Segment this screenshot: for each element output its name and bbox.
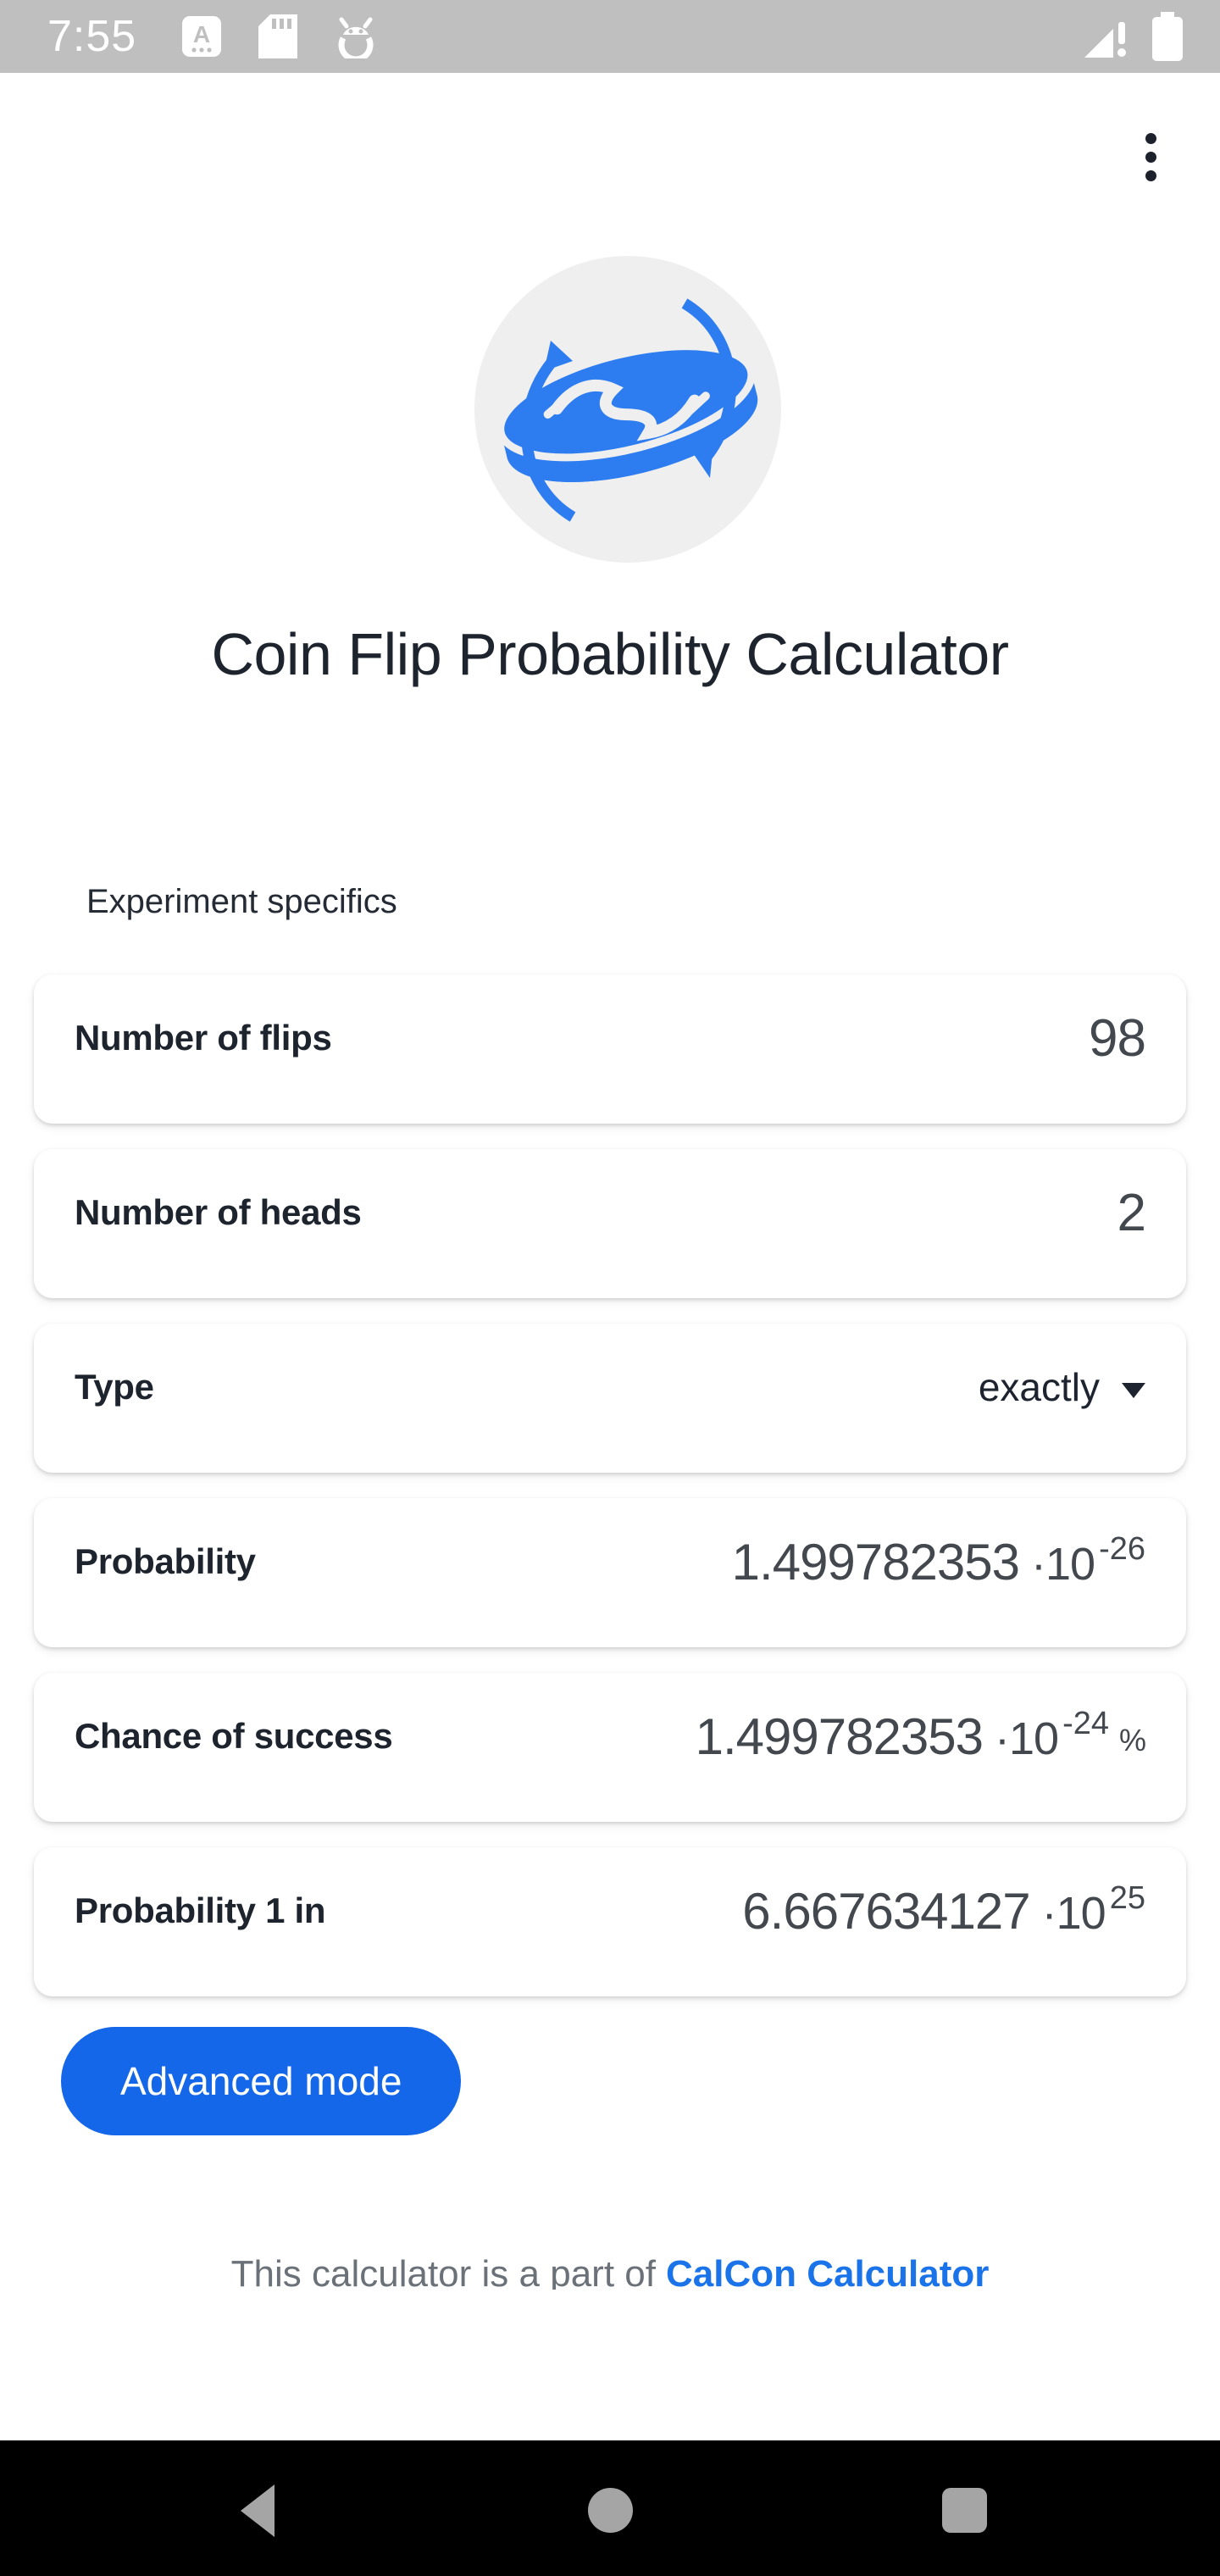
probability-result-row: Probability 1.499782353 ·10 -26 <box>34 1498 1186 1647</box>
kebab-menu-icon[interactable] <box>1127 119 1174 195</box>
home-button-icon[interactable] <box>588 2488 633 2533</box>
battery-icon <box>1152 12 1183 61</box>
field-label: Type <box>75 1367 154 1407</box>
probability-one-in-result-row: Probability 1 in 6.667634127 ·10 25 <box>34 1847 1186 1996</box>
recents-button-icon[interactable] <box>942 2488 987 2533</box>
sd-card-icon <box>258 14 298 58</box>
probability-value: 1.499782353 ·10 -26 <box>731 1530 1145 1591</box>
advanced-mode-button[interactable]: Advanced mode <box>61 2027 462 2135</box>
number-of-flips-value[interactable]: 98 <box>1089 1008 1146 1068</box>
chance-of-success-result-row: Chance of success 1.499782353 ·10 -24 % <box>34 1673 1186 1822</box>
coin-flip-icon <box>474 256 781 563</box>
type-select[interactable]: exactly <box>979 1364 1145 1410</box>
result-label: Probability <box>75 1541 256 1581</box>
footer: This calculator is a part of CalCon Calcu… <box>0 2239 1220 2290</box>
calcon-calculator-link[interactable]: CalCon Calculator <box>665 2253 990 2290</box>
chance-of-success-value: 1.499782353 ·10 -24 % <box>695 1705 1146 1766</box>
signal-alert-icon <box>1084 22 1126 58</box>
power-base: ·10 <box>1031 1538 1095 1590</box>
result-label: Chance of success <box>75 1716 393 1756</box>
page-title: Coin Flip Probability Calculator <box>211 621 1009 687</box>
status-bar: 7:55 A <box>0 0 1220 73</box>
field-label: Number of heads <box>75 1192 362 1232</box>
footer-text: This calculator is a part of <box>230 2253 656 2290</box>
exponent: -24 <box>1062 1705 1109 1741</box>
power-base: ·10 <box>1041 1887 1106 1939</box>
mantissa: 6.667634127 <box>742 1882 1030 1940</box>
mantissa: 1.499782353 <box>695 1707 984 1765</box>
status-system-icons <box>1084 0 1183 73</box>
exponent: -26 <box>1099 1530 1145 1567</box>
android-icon <box>338 17 374 58</box>
number-of-flips-field[interactable]: Number of flips 98 <box>34 974 1186 1124</box>
section-label: Experiment specifics <box>86 883 397 920</box>
probability-one-in-value: 6.667634127 ·10 25 <box>742 1879 1145 1940</box>
type-selected-option: exactly <box>978 1365 1100 1409</box>
chevron-down-icon <box>1122 1383 1145 1398</box>
back-button-icon[interactable] <box>241 2484 274 2537</box>
percent-suffix: % <box>1118 1722 1146 1757</box>
a-badge-icon: A <box>182 16 222 57</box>
status-notification-icons: A <box>182 14 377 58</box>
result-label: Probability 1 in <box>75 1890 326 1930</box>
clock-text: 7:55 <box>47 12 137 61</box>
mantissa: 1.499782353 <box>731 1533 1020 1591</box>
coin-flip-graphic <box>496 298 758 522</box>
number-of-heads-field[interactable]: Number of heads 2 <box>34 1149 1186 1298</box>
exponent: 25 <box>1109 1879 1145 1916</box>
type-select-field[interactable]: Type exactly <box>34 1324 1186 1473</box>
power-base: ·10 <box>995 1713 1059 1764</box>
svg-text:A: A <box>193 21 210 47</box>
field-label: Number of flips <box>75 1018 332 1058</box>
number-of-heads-value[interactable]: 2 <box>1117 1183 1146 1242</box>
